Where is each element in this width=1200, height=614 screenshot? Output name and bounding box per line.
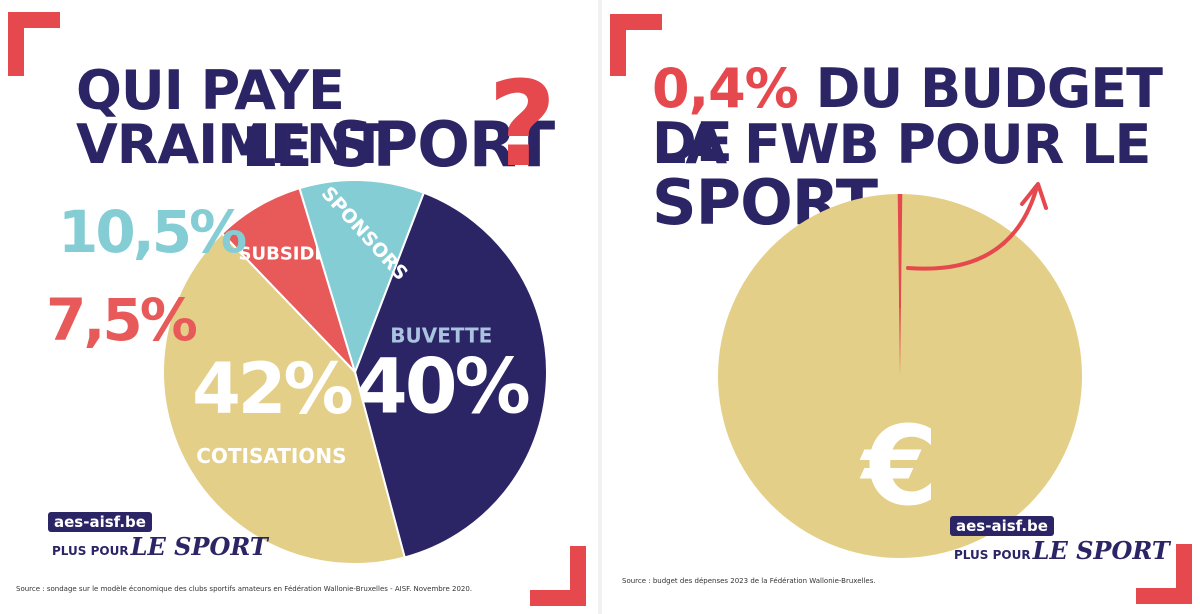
right-title-line2: LA FWB POUR LE SPORT [652,118,1200,234]
left-title-line1: QUI PAYE VRAIMENT [76,59,387,176]
pie-value-buvette: 40% [355,342,529,431]
pie-value-sponsors: 10,5% [58,198,246,266]
left-title-line2: LE SPORT [242,114,555,179]
left-panel: QUI PAYE VRAIMENT LE SPORT ? BUVETTE 40% C… [0,0,598,614]
arrow-icon [906,188,1038,271]
euro-icon: € [859,402,939,530]
corner-mark-top-left-vertical [610,14,626,76]
left-source-note: Source : sondage sur le modèle économiqu… [16,585,473,593]
right-logo: aes-aisf.be PLUS POURLE SPORT [950,516,1170,565]
right-title-rest: DU BUDGET DE [652,57,1163,174]
revenue-pie-chart: BUVETTE40%COTISATIONS42%SUBSIDESSPONSORS… [46,179,548,565]
pie-value-cotisations: 42% [192,348,351,430]
logo-site: aes-aisf.be [48,512,152,532]
left-logo: aes-aisf.be PLUS POURLE SPORT [48,512,268,561]
pie-label-cotisations: COTISATIONS [196,444,346,468]
corner-mark-bottom-right-vertical [1176,544,1192,604]
question-mark: ? [488,55,557,193]
budget-pie-chart: € [718,182,1082,558]
logo-site: aes-aisf.be [950,516,1054,536]
right-title-line1: 0,4% DU BUDGET DE [652,62,1200,170]
arrowhead-icon [1020,182,1048,210]
corner-mark-top-left-vertical [8,12,24,76]
pie-label-subsides: SUBSIDES [239,243,340,264]
pie-label-group-subsides: SUBSIDES [239,243,340,264]
pie-slice-buvette [353,191,548,559]
panel-divider [598,0,602,614]
logo-plus: PLUS POUR [52,544,129,558]
pie-value-subsides: 7,5% [46,286,197,354]
pie-label-buvette: BUVETTE [390,324,492,348]
logo-plus: PLUS POUR [954,548,1031,562]
pie-slice-sponsors [298,179,426,376]
right-source-note: Source : budget des dépenses 2023 de la … [622,577,876,585]
logo-sport: LE SPORT [130,532,268,561]
left-title-le: LE [242,116,330,179]
corner-mark-bottom-right-vertical [570,546,586,606]
logo-sport: LE SPORT [1032,536,1170,565]
right-title-percent: 0,4% [652,57,799,120]
right-title-la-fwb: LA FWB POUR LE [652,113,1151,176]
pie-slice-cotisations [162,232,406,565]
right-panel: 0,4% DU BUDGET DE LA FWB POUR LE SPORT €… [602,0,1200,614]
pie-label-group-cotisations: COTISATIONS 42% [192,348,354,468]
left-title-sport: SPORT [329,108,555,181]
